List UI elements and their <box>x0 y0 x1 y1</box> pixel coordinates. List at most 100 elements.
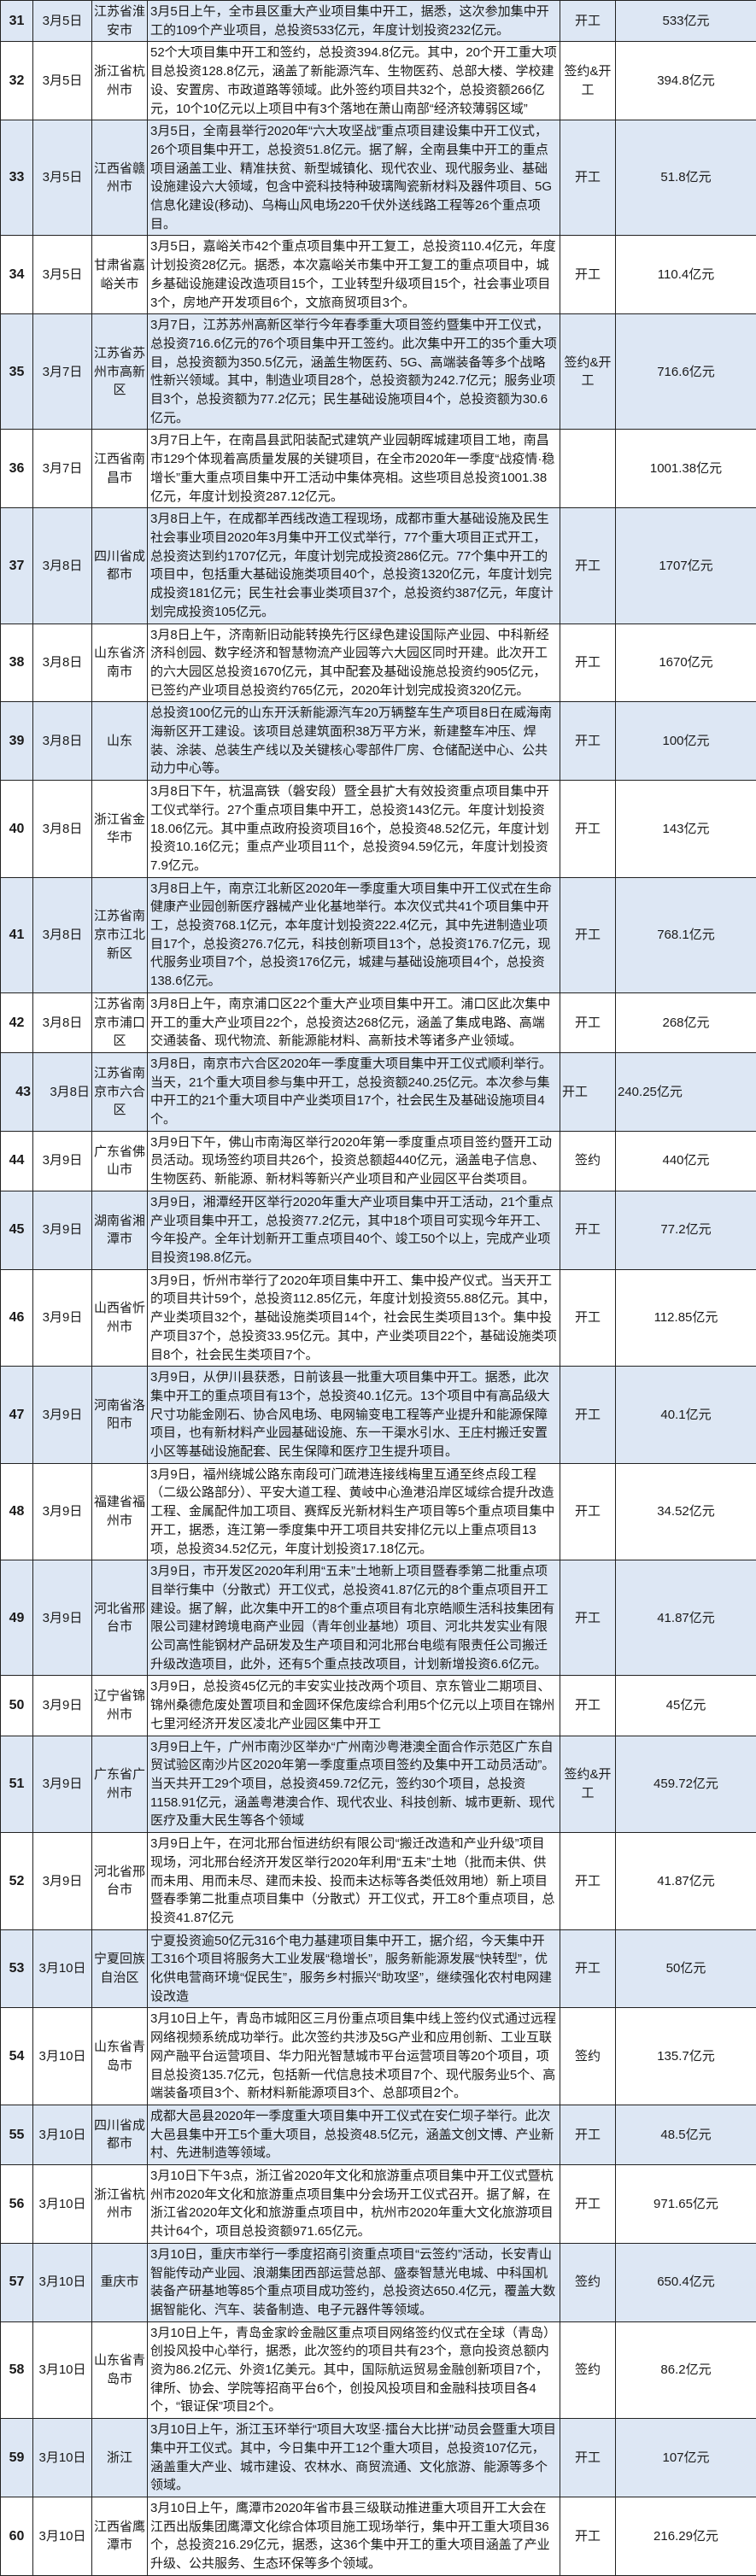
date-cell: 3月10日 <box>33 2497 92 2576</box>
description-cell: 3月10日上午，浙江玉环举行“项目大攻坚·擂台大比拼”动员会暨重大项目集中开工仪… <box>148 2419 560 2497</box>
region-cell: 江西省鹰潭市 <box>92 2497 148 2576</box>
date-cell: 3月8日 <box>33 992 92 1052</box>
date-cell: 3月9日 <box>33 1463 92 1560</box>
region-cell: 河北省邢台市 <box>92 1833 148 1930</box>
region-cell: 浙江省杭州市 <box>92 42 148 120</box>
date-cell: 3月8日 <box>33 702 92 781</box>
row-number: 58 <box>1 2321 33 2419</box>
description-cell: 3月8日下午，杭温高铁（磐安段）暨全县扩大有效投资重点项目集中开工仪式举行。27… <box>148 781 560 878</box>
row-number: 42 <box>1 992 33 1052</box>
amount-cell: 110.4亿元 <box>616 236 756 314</box>
region-cell: 湖南省湘潭市 <box>92 1191 148 1269</box>
description-cell: 3月9日，福州绕城公路东南段可门疏港连接线梅里互通至终点段工程（二级公路部分）、… <box>148 1463 560 1560</box>
region-cell: 浙江 <box>92 2419 148 2497</box>
description-cell: 3月10日上午，青岛金家岭金融区重点项目网络签约仪式在全球（青岛）创投风投中心举… <box>148 2321 560 2419</box>
date-cell: 3月10日 <box>33 2243 92 2321</box>
row-number: 36 <box>1 430 33 508</box>
row-number: 57 <box>1 2243 33 2321</box>
date-cell: 3月10日 <box>33 2321 92 2419</box>
date-cell: 3月9日 <box>33 1560 92 1676</box>
description-cell: 宁夏投资逾50亿元316个电力基建项目集中开工，据介绍，今天集中开工316个项目… <box>148 1929 560 2008</box>
region-cell: 江苏省南京市浦口区 <box>92 992 148 1052</box>
type-cell: 开工 <box>560 1191 616 1269</box>
type-cell: 开工 <box>560 877 616 992</box>
region-cell: 河南省洛阳市 <box>92 1367 148 1464</box>
date-cell: 3月7日 <box>33 314 92 430</box>
region-cell: 重庆市 <box>92 2243 148 2321</box>
region-cell: 四川省成都市 <box>92 2105 148 2164</box>
region-cell: 江苏省南京市六合区 <box>92 1052 148 1131</box>
type-cell: 开工 <box>560 1560 616 1676</box>
type-cell: 签约 <box>560 1131 616 1191</box>
amount-cell: 45亿元 <box>616 1676 756 1736</box>
amount-cell: 394.8亿元 <box>616 42 756 120</box>
type-cell: 签约 <box>560 2321 616 2419</box>
description-cell: 3月9日上午，在河北邢台恒进纺织有限公司“搬迁改造和产业升级”项目现场，河北邢台… <box>148 1833 560 1930</box>
row-number: 50 <box>1 1676 33 1736</box>
region-cell: 浙江省金华市 <box>92 781 148 878</box>
row-number: 59 <box>1 2419 33 2497</box>
date-cell: 3月9日 <box>33 1736 92 1833</box>
type-cell: 开工 <box>560 624 616 702</box>
region-cell: 江苏省南京市江北新区 <box>92 877 148 992</box>
date-cell: 3月10日 <box>33 2419 92 2497</box>
type-cell: 开工 <box>560 1929 616 2008</box>
type-cell: 开工 <box>560 1052 616 1131</box>
type-cell: 签约&开工 <box>560 314 616 430</box>
amount-cell: 51.8亿元 <box>616 120 756 236</box>
row-number: 39 <box>1 702 33 781</box>
date-cell: 3月5日 <box>33 236 92 314</box>
description-cell: 3月8日上午，南京江北新区2020年一季度重大项目集中开工仪式在生命健康产业园创… <box>148 877 560 992</box>
amount-cell: 41.87亿元 <box>616 1833 756 1930</box>
row-number: 47 <box>1 1367 33 1464</box>
description-cell: 3月9日，忻州市举行了2020年项目集中开工、集中投产仪式。当天开工的项目共计5… <box>148 1269 560 1367</box>
amount-cell: 112.85亿元 <box>616 1269 756 1367</box>
region-cell: 山西省忻州市 <box>92 1269 148 1367</box>
date-cell: 3月8日 <box>33 1052 92 1131</box>
region-cell: 江西省南昌市 <box>92 430 148 508</box>
type-cell: 签约 <box>560 2243 616 2321</box>
date-cell: 3月5日 <box>33 1 92 42</box>
date-cell: 3月8日 <box>33 508 92 624</box>
amount-cell: 716.6亿元 <box>616 314 756 430</box>
amount-cell: 1670亿元 <box>616 624 756 702</box>
region-cell: 江苏省淮安市 <box>92 1 148 42</box>
date-cell: 3月8日 <box>33 781 92 878</box>
amount-cell: 971.65亿元 <box>616 2165 756 2244</box>
type-cell: 开工 <box>560 508 616 624</box>
row-number: 35 <box>1 314 33 430</box>
amount-cell: 34.52亿元 <box>616 1463 756 1560</box>
type-cell: 开工 <box>560 781 616 878</box>
amount-cell: 1707亿元 <box>616 508 756 624</box>
amount-cell: 86.2亿元 <box>616 2321 756 2419</box>
description-cell: 成都大邑县2020年一季度重大项目集中开工仪式在安仁坝子举行。此次大邑县集中开工… <box>148 2105 560 2164</box>
type-cell: 开工 <box>560 1463 616 1560</box>
type-cell: 开工 <box>560 2165 616 2244</box>
row-number: 56 <box>1 2165 33 2244</box>
description-cell: 3月5日，全南县举行2020年“六大攻坚战”重点项目建设集中开工仪式，26个项目… <box>148 120 560 236</box>
row-number: 55 <box>1 2105 33 2164</box>
amount-cell: 768.1亿元 <box>616 877 756 992</box>
date-cell: 3月10日 <box>33 1929 92 2008</box>
amount-cell: 50亿元 <box>616 1929 756 2008</box>
date-cell: 3月9日 <box>33 1131 92 1191</box>
